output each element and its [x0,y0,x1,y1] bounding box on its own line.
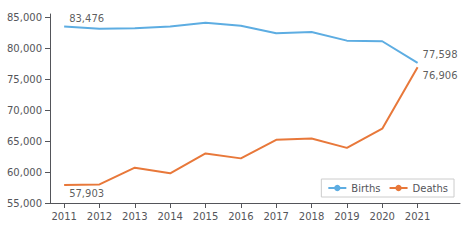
svg-text:2011: 2011 [51,211,76,222]
svg-text:2017: 2017 [263,211,288,222]
svg-text:2013: 2013 [122,211,147,222]
svg-text:70,000: 70,000 [7,105,42,116]
svg-text:2014: 2014 [157,211,182,222]
svg-text:85,000: 85,000 [7,12,42,23]
svg-text:77,598: 77,598 [423,49,458,60]
svg-text:75,000: 75,000 [7,74,42,85]
svg-text:Deaths: Deaths [413,183,448,194]
svg-text:83,476: 83,476 [69,13,104,24]
svg-text:2021: 2021 [405,211,430,222]
svg-text:60,000: 60,000 [7,167,42,178]
svg-text:55,000: 55,000 [7,198,42,209]
svg-text:2012: 2012 [87,211,112,222]
svg-text:2015: 2015 [193,211,218,222]
svg-text:57,903: 57,903 [69,188,104,199]
svg-text:2019: 2019 [334,211,359,222]
svg-text:2018: 2018 [299,211,324,222]
svg-text:65,000: 65,000 [7,136,42,147]
svg-text:2016: 2016 [228,211,253,222]
svg-text:2020: 2020 [370,211,395,222]
svg-text:Births: Births [351,183,380,194]
svg-text:80,000: 80,000 [7,43,42,54]
svg-text:76,906: 76,906 [423,70,458,81]
